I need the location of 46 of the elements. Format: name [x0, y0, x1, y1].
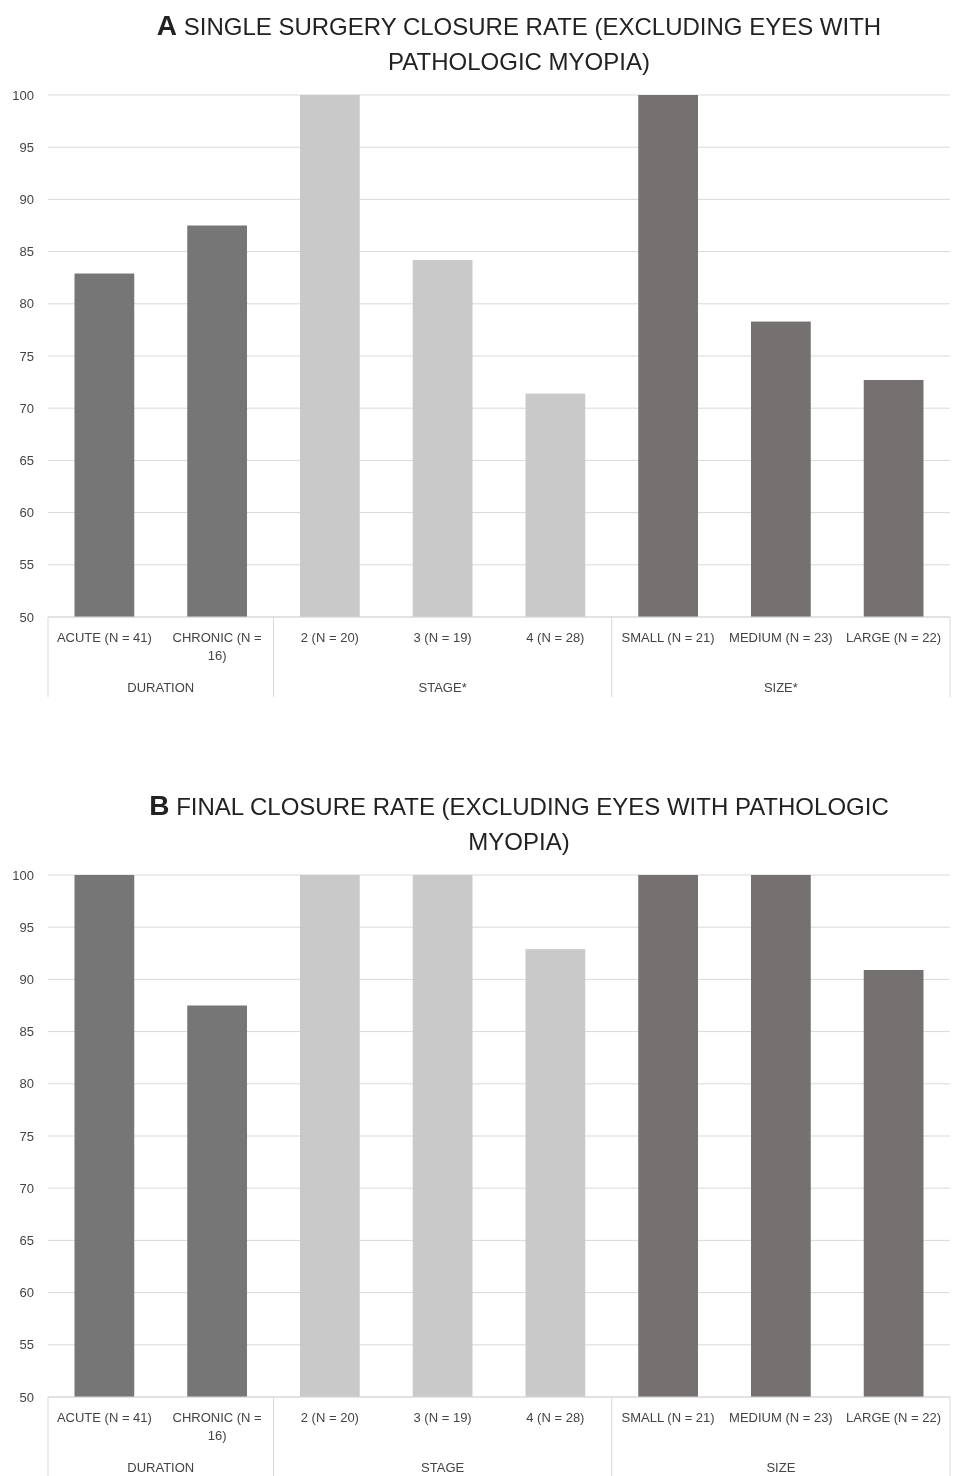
y-tick-label: 100: [12, 867, 34, 883]
chart-title: A SINGLE SURGERY CLOSURE RATE (EXCLUDING EYES WITH PATHOLOGIC MYOPIA): [156, 10, 882, 75]
text: SIZE*: [763, 680, 798, 695]
y-tick-label: 85: [19, 1024, 34, 1040]
y-tick-label: 85: [19, 244, 34, 260]
x-tick-label: SMALL (N = 21): [621, 630, 715, 645]
y-tick-label: 80: [19, 1076, 34, 1092]
x-tick-label: 4 (N = 28): [526, 1410, 585, 1425]
text: STAGE*: [418, 680, 467, 695]
y-tick-label: 70: [19, 1180, 34, 1196]
y-tick-label: 70: [19, 400, 34, 416]
text: DURATION: [127, 680, 195, 695]
text: DURATION: [127, 1460, 195, 1475]
y-tick-label: 90: [19, 191, 34, 207]
x-tick-label: 2 (N = 20): [300, 630, 359, 645]
y-tick-label: 90: [19, 971, 34, 987]
y-tick-label: 50: [19, 1389, 34, 1405]
x-tick-label: LARGE (N = 22): [846, 630, 942, 645]
y-tick-label: 95: [19, 919, 34, 935]
text: STAGE: [421, 1460, 465, 1475]
y-tick-label: 65: [19, 1232, 34, 1248]
x-tick-label: CHRONIC (N = 16): [172, 1410, 262, 1443]
y-tick-label: 75: [19, 1128, 34, 1144]
y-tick-label: 80: [19, 296, 34, 312]
text: SIZE: [766, 1460, 796, 1475]
x-tick-label: 3 (N = 19): [413, 630, 472, 645]
x-tick-label: 4 (N = 28): [526, 630, 585, 645]
x-tick-label: 2 (N = 20): [300, 1410, 359, 1425]
y-tick-label: 60: [19, 505, 34, 521]
x-tick-label: SMALL (N = 21): [621, 1410, 715, 1425]
y-tick-label: 65: [19, 452, 34, 468]
chart-title: B FINAL CLOSURE RATE (EXCLUDING EYES WITH PATHOLOGIC MYOPIA): [149, 790, 889, 855]
x-tick-label: 3 (N = 19): [413, 1410, 472, 1425]
x-tick-label: ACUTE (N = 41): [56, 630, 152, 645]
x-tick-label: ACUTE (N = 41): [56, 1410, 152, 1425]
y-tick-label: 55: [19, 557, 34, 573]
y-tick-label: 75: [19, 348, 34, 364]
x-tick-label: MEDIUM (N = 23): [729, 1410, 833, 1425]
y-tick-label: 60: [19, 1285, 34, 1301]
y-tick-label: 95: [19, 139, 34, 155]
x-tick-label: MEDIUM (N = 23): [729, 630, 833, 645]
x-tick-label: LARGE (N = 22): [846, 1410, 942, 1425]
y-tick-label: 55: [19, 1337, 34, 1353]
x-tick-label: CHRONIC (N = 16): [172, 630, 262, 663]
y-tick-label: 100: [12, 87, 34, 103]
y-tick-label: 50: [19, 609, 34, 625]
